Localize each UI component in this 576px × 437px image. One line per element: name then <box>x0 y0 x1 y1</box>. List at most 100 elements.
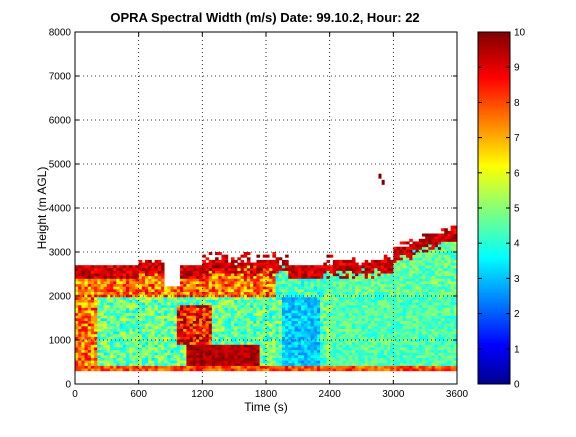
heatmap-cell <box>307 357 311 361</box>
heatmap-cell <box>221 267 226 271</box>
heatmap-cell <box>320 347 324 351</box>
heatmap-cell <box>211 283 216 287</box>
heatmap-cell <box>218 299 222 303</box>
heatmap-cell <box>154 347 159 351</box>
heatmap-cell <box>437 288 442 292</box>
heatmap-cell <box>97 357 101 361</box>
heatmap-cell <box>250 302 254 306</box>
heatmap-cell <box>145 302 149 306</box>
heatmap-cell <box>342 318 346 322</box>
heatmap-cell <box>412 336 417 340</box>
heatmap-cell <box>406 325 410 329</box>
heatmap-cell <box>116 341 120 345</box>
heatmap-cell <box>348 349 353 353</box>
heatmap-cell <box>425 328 429 332</box>
heatmap-cell <box>243 252 248 256</box>
heatmap-cell <box>125 275 130 279</box>
heatmap-cell <box>164 302 168 306</box>
heatmap-cell <box>218 365 222 369</box>
heatmap-cell <box>364 262 369 266</box>
heatmap-cell <box>141 357 146 361</box>
heatmap-cell <box>415 339 420 343</box>
heatmap-cell <box>336 278 340 282</box>
heatmap-cell <box>393 254 397 258</box>
heatmap-cell <box>383 325 388 329</box>
heatmap-cell <box>351 320 356 324</box>
heatmap-cell <box>278 318 283 322</box>
heatmap-cell <box>122 352 127 356</box>
heatmap-cell <box>154 270 159 274</box>
heatmap-cell <box>281 344 286 348</box>
heatmap-cell <box>183 291 187 295</box>
heatmap-cell <box>87 310 92 314</box>
heatmap-cell <box>383 270 388 274</box>
heatmap-cell <box>386 339 391 343</box>
heatmap-cell <box>402 368 407 372</box>
heatmap-cell <box>224 302 229 306</box>
heatmap-cell <box>358 341 362 345</box>
heatmap-cell <box>202 281 206 285</box>
heatmap-cell <box>437 238 442 242</box>
heatmap-cell <box>361 281 366 285</box>
heatmap-cell <box>157 265 162 269</box>
heatmap-cell <box>441 310 445 314</box>
heatmap-cell <box>285 304 289 308</box>
heatmap-cell <box>374 283 378 287</box>
heatmap-cell <box>154 352 159 356</box>
heatmap-cell <box>151 283 155 287</box>
heatmap-cell <box>211 294 216 298</box>
heatmap-cell <box>348 341 353 345</box>
heatmap-cell <box>234 310 238 314</box>
heatmap-cell <box>285 368 289 372</box>
heatmap-cell <box>421 244 426 248</box>
heatmap-cell <box>148 365 152 369</box>
heatmap-cell <box>437 336 442 340</box>
heatmap-cell <box>186 341 190 345</box>
heatmap-cell <box>348 291 353 295</box>
heatmap-cell <box>240 354 245 358</box>
heatmap-cell <box>110 288 114 292</box>
heatmap-cell <box>281 354 286 358</box>
heatmap-cell <box>81 265 85 269</box>
heatmap-cell <box>227 265 232 269</box>
heatmap-cell <box>227 275 232 279</box>
heatmap-cell <box>406 283 410 287</box>
heatmap-cell <box>129 349 133 353</box>
heatmap-cell <box>246 320 251 324</box>
heatmap-cell <box>186 315 190 319</box>
heatmap-cell <box>316 310 321 314</box>
heatmap-cell <box>348 336 353 340</box>
heatmap-cell <box>383 328 388 332</box>
heatmap-cell <box>421 310 426 314</box>
heatmap-cell <box>138 336 143 340</box>
heatmap-cell <box>441 228 445 232</box>
heatmap-cell <box>269 360 273 364</box>
heatmap-cell <box>291 318 296 322</box>
heatmap-cell <box>428 267 432 271</box>
heatmap-cell <box>176 368 181 372</box>
heatmap-cell <box>160 299 165 303</box>
heatmap-cell <box>192 333 197 337</box>
heatmap-cell <box>383 341 388 345</box>
heatmap-cell <box>129 323 133 327</box>
heatmap-cell <box>97 331 101 335</box>
heatmap-cell <box>301 333 305 337</box>
heatmap-cell <box>364 360 369 364</box>
heatmap-cell <box>180 354 184 358</box>
heatmap-cell <box>97 288 101 292</box>
heatmap-cell <box>87 325 92 329</box>
heatmap-cell <box>304 304 308 308</box>
heatmap-cell <box>100 347 105 351</box>
heatmap-cell <box>275 310 280 314</box>
heatmap-cell <box>78 288 82 292</box>
heatmap-cell <box>205 341 210 345</box>
heatmap-cell <box>113 281 117 285</box>
heatmap-cell <box>167 362 171 366</box>
heatmap-cell <box>396 344 401 348</box>
heatmap-cell <box>266 259 270 263</box>
heatmap-cell <box>313 296 318 300</box>
heatmap-cell <box>301 347 305 351</box>
heatmap-cell <box>377 296 381 300</box>
heatmap-cell <box>320 331 324 335</box>
heatmap-cell <box>148 304 152 308</box>
